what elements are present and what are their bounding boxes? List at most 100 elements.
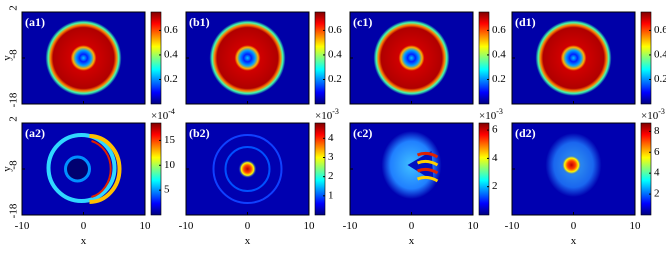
multiplier-base: ×10 [315,110,333,122]
panel-label: (c1) [353,15,372,29]
colorbar-tick-label: 0.6 [164,24,178,36]
colorbar-tick-label: 4 [492,152,498,164]
colorbar [478,11,490,105]
heatmap [512,12,635,104]
x-label: x [245,235,251,247]
colorbar-multiplier: ×10-3 [479,107,503,122]
ring [46,133,117,203]
y-tick-label: -8 [8,160,20,170]
y-tick-label: -18 [8,92,20,107]
panel-label: (c2) [353,126,372,140]
panel: (a2) -10 0 10 -18 -8 2 x y 5 10 15 ×10-4 [1,107,176,247]
panel-label: (d2) [515,126,536,140]
colorbar-tick-label: 0.4 [164,48,178,60]
colorbar-tick-label: 2 [328,170,334,182]
colorbar-tick-label: 0.4 [328,48,342,60]
panel: (c1) 0.2 0.4 0.6 [349,11,506,105]
x-tick-label: -10 [15,220,30,232]
colorbar [150,11,162,105]
ring [209,20,286,96]
colorbar-multiplier: ×10-3 [315,107,339,122]
colorbar-tick-label: 5 [164,184,170,196]
colorbar-tick-label: 0.2 [164,73,178,85]
panel: (d1) 0.2 0.4 0.6 [511,11,666,105]
ring [224,146,271,192]
ring [45,20,122,96]
stripe [416,167,439,175]
y-label: y [1,55,13,61]
colorbar-tick-label: 0.6 [654,24,666,36]
crescent [91,140,112,198]
colorbar-tick-label: 0.2 [654,73,666,85]
crescent [89,134,122,204]
panel-label: (b2) [189,126,210,140]
y-tick-label: 2 [8,5,20,11]
colorbar-tick-label: 0.2 [492,73,506,85]
y-tick-label: 2 [8,116,20,122]
heatmap [186,12,309,104]
notch [407,151,434,181]
panel-label: (b1) [189,15,210,29]
y-tick-label: -8 [8,49,20,59]
colorbar-tick-label: 3 [328,151,334,163]
colorbar-tick-label: 6 [654,146,660,158]
x-tick-label: -10 [179,220,194,232]
heatmap [512,123,635,215]
x-tick-label: 0 [245,220,251,232]
colorbar-tick-label: 0.4 [654,48,666,60]
multiplier-base: ×10 [151,110,169,122]
heatmap [350,123,473,215]
colorbar [640,11,652,105]
colorbar-tick-label: 0.6 [328,24,342,36]
stripe [416,151,439,159]
multiplier-base: ×10 [479,110,497,122]
core [64,155,91,183]
multiplier-power: -3 [658,107,665,116]
colorbar-tick-label: 0.2 [328,73,342,85]
colorbar-tick-label: 2 [654,188,660,200]
panel: (d2) -10 0 10 x 2 4 6 8 ×10-3 [505,107,665,247]
panel: (c2) -10 0 10 x 2 4 6 ×10-3 [343,107,503,247]
colorbar [314,122,326,216]
colorbar-tick-label: 4 [328,132,334,144]
colorbar-tick-label: 6 [492,124,498,136]
x-label: x [571,235,577,247]
colorbar [314,11,326,105]
colorbar-tick-label: 0.6 [492,24,506,36]
spot [238,160,257,178]
x-tick-label: 10 [630,220,642,232]
heatmap [186,123,309,215]
panel-label: (a1) [25,15,45,29]
colorbar-tick-label: 1 [328,189,334,201]
y-tick-label: -18 [8,203,20,218]
x-label: x [409,235,415,247]
colorbar [640,122,652,216]
colorbar-multiplier: ×10-3 [641,107,665,122]
panel-label: (a2) [25,126,45,140]
x-tick-label: -10 [505,220,520,232]
colorbar-tick-label: 4 [654,167,660,179]
colorbar-tick-label: 15 [164,134,176,146]
multiplier-power: -3 [332,107,339,116]
colorbar-tick-label: 0.4 [492,48,506,60]
spot [561,155,582,175]
y-label: y [1,166,13,172]
x-tick-label: 10 [140,220,152,232]
panel: (b2) -10 0 10 x 1 2 3 4 ×10-3 [179,107,339,247]
multiplier-base: ×10 [641,110,659,122]
x-tick-label: 10 [304,220,316,232]
colorbar-tick-label: 2 [492,180,498,192]
stripe [416,159,439,167]
panel-label: (d1) [515,15,536,29]
x-tick-label: 10 [468,220,480,232]
x-tick-label: -10 [343,220,358,232]
panel: (a1) -18 -8 2 y 0.2 0.4 0.6 [1,5,178,107]
colorbar-multiplier: ×10-4 [151,107,175,122]
colorbar [478,122,490,216]
colorbar [150,122,162,216]
heatmap [22,12,145,104]
colorbar-tick-label: 8 [654,125,660,137]
ring [535,20,612,96]
x-tick-label: 0 [571,220,577,232]
